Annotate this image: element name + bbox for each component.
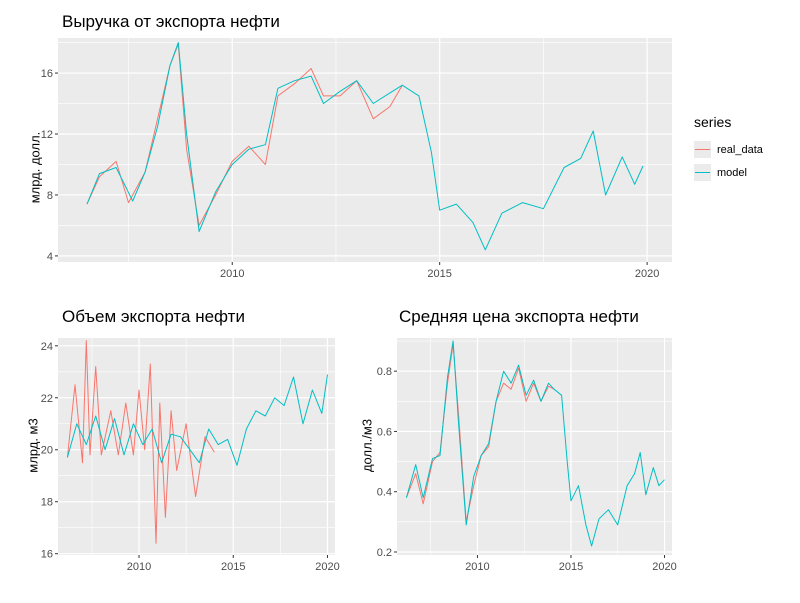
x-tick-label: 2010: [127, 561, 151, 573]
y-tick-label: 24: [41, 341, 53, 353]
legend-label-model: model: [717, 166, 747, 179]
chart-2-plot: 2010 2015 2020 16 18 20 22 24: [41, 338, 340, 573]
y-tick-label: 4: [47, 251, 53, 263]
legend-key-real-data: [694, 141, 711, 158]
chart-2-series-real-data: [66, 340, 215, 544]
legend-item-real-data: real_data: [694, 138, 763, 161]
y-tick-label: 20: [41, 445, 53, 457]
y-tick-label: 0.8: [377, 366, 392, 378]
chart-2-panel: [58, 338, 335, 555]
legend-label-real-data: real_data: [717, 143, 763, 156]
chart-1-series-real-data: [86, 43, 403, 226]
x-tick-label: 2015: [559, 561, 583, 573]
chart-3-title: Средняя цена экспорта нефти: [399, 307, 639, 326]
x-tick-label: 2020: [315, 561, 339, 573]
chart-3-plot: 2010 2015 2020 0.2 0.4 0.6 0.8: [377, 338, 677, 573]
y-tick-label: 0.2: [377, 547, 392, 559]
y-tick-label: 22: [41, 393, 53, 405]
y-tick-label: 18: [41, 497, 53, 509]
chart-1-series-model: [86, 42, 644, 251]
chart-3-series-model: [405, 340, 665, 547]
legend-key-model: [694, 164, 711, 181]
chart-1-plot: 2010 2015 2020 4 8 12 16: [41, 38, 672, 280]
x-tick-label: 2010: [220, 268, 244, 280]
legend-title: series: [694, 114, 732, 130]
chart-1-title: Выручка от экспорта нефти: [62, 12, 280, 31]
y-tick-label: 16: [41, 549, 53, 561]
y-tick-label: 16: [41, 68, 53, 80]
chart-2-series-model: [66, 374, 328, 466]
x-tick-label: 2010: [465, 561, 489, 573]
y-tick-label: 8: [47, 190, 53, 202]
y-tick-label: 0.6: [377, 426, 392, 438]
chart-2-title: Объем экспорта нефти: [62, 307, 245, 326]
x-tick-label: 2020: [652, 561, 676, 573]
y-tick-label: 0.4: [377, 487, 392, 499]
chart-3-panel: [397, 338, 672, 555]
x-tick-label: 2020: [635, 268, 659, 280]
legend: series real_data model: [694, 114, 763, 184]
chart-1-panel: [58, 38, 672, 262]
y-tick-label: 12: [41, 129, 53, 141]
x-tick-label: 2015: [427, 268, 451, 280]
x-tick-label: 2015: [221, 561, 245, 573]
legend-item-model: model: [694, 161, 763, 184]
